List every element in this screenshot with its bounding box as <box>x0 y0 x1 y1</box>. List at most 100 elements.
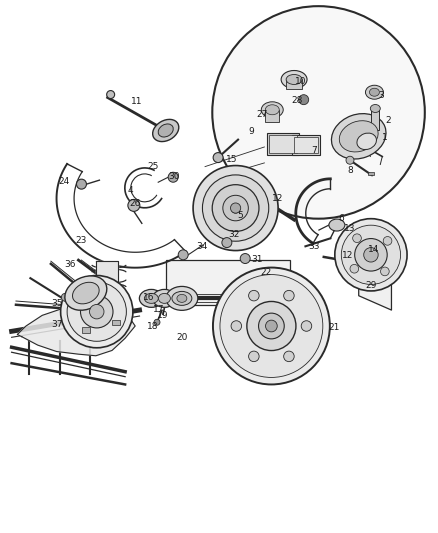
Polygon shape <box>17 304 135 356</box>
Text: 17: 17 <box>153 304 165 313</box>
Circle shape <box>202 175 269 241</box>
Text: 20: 20 <box>177 333 188 342</box>
Text: 27: 27 <box>256 110 268 119</box>
Ellipse shape <box>172 292 192 305</box>
Ellipse shape <box>152 289 177 308</box>
Text: 13: 13 <box>344 224 356 233</box>
Ellipse shape <box>332 114 386 159</box>
Circle shape <box>346 156 354 164</box>
Text: 19: 19 <box>157 311 169 320</box>
Text: 16: 16 <box>142 293 154 302</box>
Bar <box>286 79 302 90</box>
Text: 11: 11 <box>131 98 143 106</box>
Circle shape <box>230 203 241 213</box>
Bar <box>269 135 297 152</box>
Circle shape <box>240 254 250 263</box>
Circle shape <box>223 195 248 221</box>
Ellipse shape <box>370 104 380 112</box>
Text: 14: 14 <box>368 245 380 254</box>
Circle shape <box>128 199 140 212</box>
Circle shape <box>168 172 178 182</box>
Text: 30: 30 <box>169 172 180 181</box>
Text: 9: 9 <box>248 127 254 136</box>
Ellipse shape <box>73 282 99 304</box>
Ellipse shape <box>153 119 179 142</box>
Bar <box>265 110 279 122</box>
Circle shape <box>284 351 294 361</box>
Ellipse shape <box>159 293 170 303</box>
Ellipse shape <box>158 124 173 137</box>
Text: 7: 7 <box>311 146 317 155</box>
Circle shape <box>341 225 401 285</box>
Bar <box>166 260 290 305</box>
Text: 8: 8 <box>347 166 353 175</box>
Text: 36: 36 <box>64 260 75 269</box>
Circle shape <box>299 95 309 104</box>
Circle shape <box>178 250 188 260</box>
Text: 18: 18 <box>147 321 159 330</box>
Circle shape <box>61 293 69 301</box>
Circle shape <box>213 152 223 163</box>
Ellipse shape <box>281 70 307 88</box>
Circle shape <box>107 91 115 99</box>
Text: 33: 33 <box>308 242 320 251</box>
Ellipse shape <box>357 133 376 150</box>
Circle shape <box>154 319 160 325</box>
Bar <box>292 135 320 155</box>
Text: 12: 12 <box>342 252 353 261</box>
Text: 34: 34 <box>196 242 207 251</box>
Circle shape <box>60 276 133 348</box>
Circle shape <box>350 264 359 273</box>
Text: 32: 32 <box>229 230 240 239</box>
Ellipse shape <box>177 294 187 302</box>
Ellipse shape <box>65 276 107 310</box>
Circle shape <box>213 268 330 384</box>
Circle shape <box>193 166 278 251</box>
Text: 28: 28 <box>291 96 302 105</box>
Bar <box>294 137 318 152</box>
Text: 31: 31 <box>252 255 263 263</box>
Ellipse shape <box>339 120 378 152</box>
Bar <box>368 172 374 175</box>
Ellipse shape <box>369 88 379 96</box>
Ellipse shape <box>166 286 198 310</box>
Circle shape <box>247 302 296 351</box>
Bar <box>82 290 90 296</box>
Circle shape <box>81 295 113 328</box>
Text: 10: 10 <box>295 77 307 86</box>
Ellipse shape <box>261 102 283 118</box>
Circle shape <box>212 184 259 231</box>
Polygon shape <box>359 260 392 310</box>
Text: 21: 21 <box>328 322 340 332</box>
Text: 2: 2 <box>385 116 391 125</box>
Bar <box>82 327 90 334</box>
Ellipse shape <box>265 105 279 115</box>
Text: 1: 1 <box>382 133 388 142</box>
Text: 15: 15 <box>226 155 237 164</box>
Text: 6: 6 <box>339 214 344 223</box>
Polygon shape <box>96 261 118 328</box>
Text: 25: 25 <box>147 162 158 171</box>
Circle shape <box>67 282 127 341</box>
Circle shape <box>212 6 425 219</box>
Ellipse shape <box>145 293 158 303</box>
Circle shape <box>355 239 387 271</box>
Ellipse shape <box>329 219 345 231</box>
Bar <box>112 319 120 326</box>
Circle shape <box>89 304 104 319</box>
Circle shape <box>77 179 86 189</box>
Circle shape <box>284 290 294 301</box>
Circle shape <box>353 234 361 243</box>
Text: 22: 22 <box>261 269 272 277</box>
Circle shape <box>301 321 312 332</box>
Circle shape <box>381 267 389 276</box>
Text: 37: 37 <box>51 320 62 329</box>
Circle shape <box>232 205 240 213</box>
Circle shape <box>383 237 392 245</box>
Ellipse shape <box>286 75 302 84</box>
Ellipse shape <box>365 85 383 99</box>
Circle shape <box>222 238 232 247</box>
Circle shape <box>231 321 242 332</box>
Text: 4: 4 <box>128 186 134 195</box>
Circle shape <box>335 219 407 291</box>
